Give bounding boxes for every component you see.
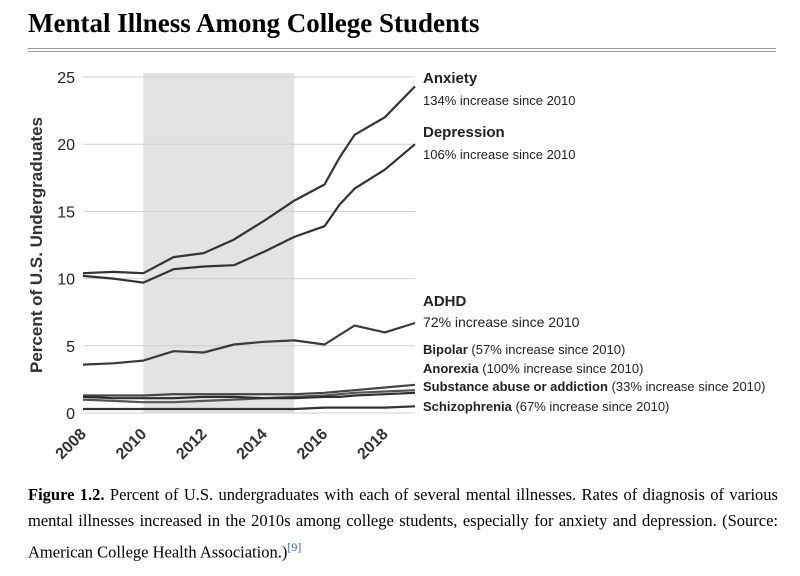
- highlight-band-2010-2015: [143, 73, 295, 413]
- series-line-schizophrenia: [83, 405, 416, 411]
- line-chart: 0 5 10 15 20 25 2008 2010 2012 2014 2016 2018 Perc…: [27, 70, 765, 463]
- series-label-note: 72% increase since 2010: [423, 314, 580, 330]
- gridlines: [83, 76, 415, 414]
- x-axis-ticks: 2008 2010 2012 2014 2016 2018: [53, 426, 392, 463]
- y-tick-label: 25: [57, 70, 75, 87]
- caption-reference-link[interactable]: [9]: [287, 540, 302, 554]
- y-tick-label: 15: [57, 204, 75, 221]
- series-label: Bipolar (57% increase since 2010): [423, 342, 625, 357]
- series-label: Anorexia (100% increase since 2010): [423, 361, 643, 376]
- series-label-note: 106% increase since 2010: [423, 147, 576, 162]
- y-axis-label: Percent of U.S. Undergraduates: [27, 117, 46, 373]
- title-rule-top: [28, 48, 776, 49]
- x-tick-label: 2016: [294, 426, 331, 463]
- series-line-adhd: [82, 321, 416, 366]
- series-label-note: 134% increase since 2010: [423, 93, 576, 108]
- x-tick-label: 2010: [113, 426, 150, 463]
- series-labels: Anxiety 134% increase since 2010 Depressio…: [423, 70, 765, 414]
- caption-text: Percent of U.S. undergraduates with each…: [28, 485, 778, 562]
- y-tick-label: 5: [66, 339, 75, 356]
- y-tick-label: 20: [57, 137, 75, 154]
- x-tick-label: 2014: [234, 426, 271, 463]
- series-line-bipolar: [83, 383, 416, 397]
- figure-caption: Figure 1.2. Percent of U.S. undergraduat…: [28, 482, 778, 566]
- series-line-substance-abuse-or-addiction: [82, 391, 416, 400]
- x-tick-label: 2012: [173, 426, 210, 463]
- series-label-name: Depression: [423, 124, 505, 141]
- caption-label: Figure 1.2.: [28, 485, 105, 504]
- page-title: Mental Illness Among College Students: [28, 8, 480, 38]
- title-rule-bottom: [28, 51, 776, 52]
- y-axis-ticks: 0 5 10 15 20 25: [57, 70, 75, 423]
- series-line-depression: [82, 143, 416, 284]
- series-label-name: Anxiety: [423, 70, 478, 87]
- y-tick-label: 10: [57, 272, 75, 289]
- series-lines: [82, 85, 416, 411]
- series-label: Substance abuse or addiction (33% increa…: [423, 379, 765, 394]
- series-label: Schizophrenia (67% increase since 2010): [423, 399, 669, 414]
- x-tick-label: 2018: [354, 426, 391, 463]
- series-line-anxiety: [82, 85, 416, 275]
- series-label-name: ADHD: [423, 293, 466, 310]
- x-tick-label: 2008: [53, 426, 90, 463]
- y-tick-label: 0: [66, 406, 75, 423]
